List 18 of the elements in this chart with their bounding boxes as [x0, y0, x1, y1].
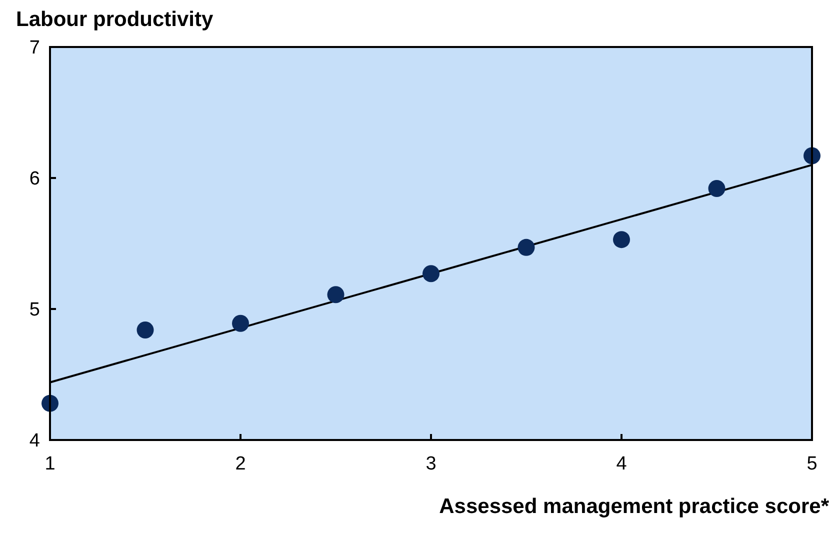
x-tick-label: 5 — [806, 453, 818, 474]
point — [422, 265, 440, 282]
point — [613, 231, 630, 248]
point — [327, 286, 344, 304]
point — [232, 314, 249, 332]
y-axis-title: Labour productivity — [16, 8, 214, 32]
x-tick-label: 2 — [235, 453, 246, 474]
point — [518, 238, 535, 256]
x-axis-title: Assessed management practice score* — [439, 495, 829, 519]
point — [708, 180, 726, 197]
point — [136, 321, 154, 338]
x-tick-label: 1 — [44, 453, 56, 474]
y-tick-label: 5 — [29, 300, 40, 321]
y-tick-label: 7 — [29, 38, 40, 59]
x-tick-label: 3 — [426, 453, 436, 474]
y-tick-label: 6 — [29, 168, 40, 190]
x-tick-label: 4 — [616, 453, 628, 474]
y-tick-label: 4 — [29, 430, 40, 452]
